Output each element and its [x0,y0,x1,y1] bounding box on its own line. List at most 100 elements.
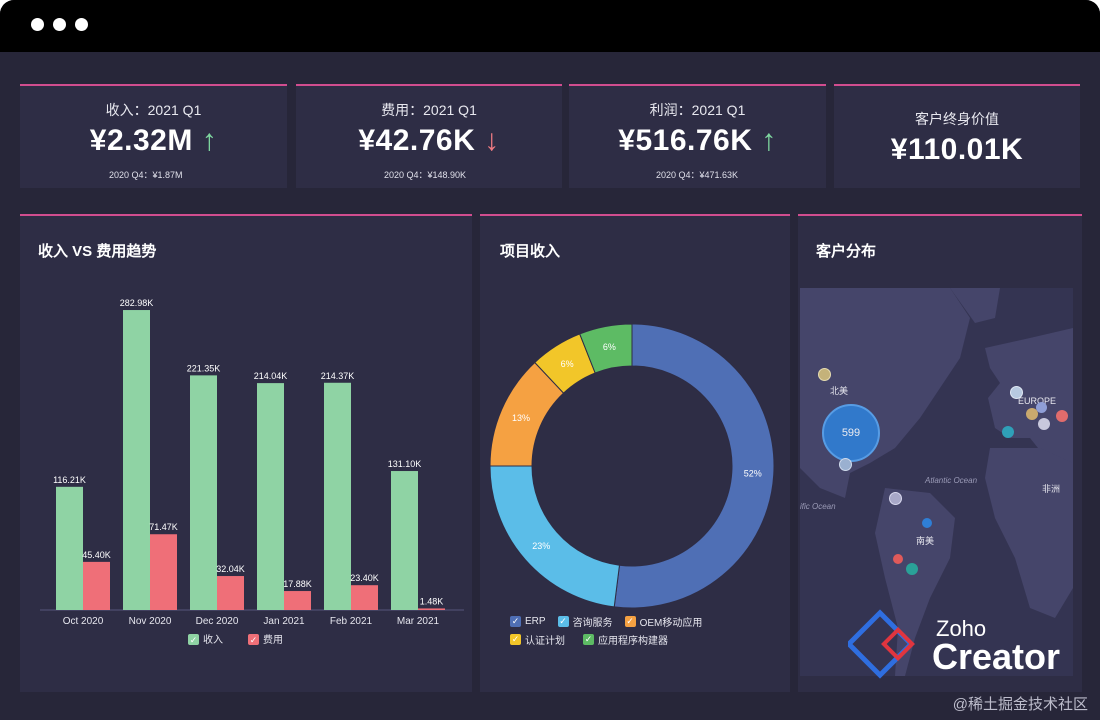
kpi-card-expense[interactable]: 费用：2021 Q1 ¥42.76K ↓ 2020 Q4：¥148.90K [296,84,562,188]
legend-item[interactable]: 认证计划 [525,636,565,647]
map-bubble[interactable] [906,563,918,575]
slice-label: 13% [512,413,530,423]
expense-bar[interactable] [418,608,445,610]
income-bar[interactable] [391,471,418,610]
panel-title: 收入 VS 费用趋势 [38,243,157,260]
kpi-value-text: ¥110.01K [890,133,1024,166]
expense-bar[interactable] [351,585,378,610]
panel-title: 项目收入 [500,243,561,260]
expense-bar[interactable] [83,561,110,610]
bubble-value: 599 [841,427,861,439]
expense-bar[interactable] [284,591,311,610]
legend-item[interactable]: 费用 [263,633,283,646]
map-bubble[interactable] [893,554,903,564]
legend-checkbox-icon[interactable]: ✓ [510,634,521,645]
bar-data-label: 1.48K [420,596,444,606]
map-label-pacific: ific Ocean [800,502,836,511]
window-control-dot[interactable] [31,18,44,31]
kpi-value: ¥516.76K ↑ [569,124,826,158]
logo-text-creator: Creator [932,636,1061,677]
map-bubble[interactable] [1002,426,1014,438]
pie-panel: 项目收入 52% 23% 13% 6% 6% ✓ ERP ✓ 咨询服务 ✓ OEM移动应… [480,214,790,692]
income-bar[interactable] [190,375,217,610]
x-tick-label: Nov 2020 [129,616,172,627]
bar-data-label: 17.88K [283,579,312,589]
donut-slice[interactable] [489,465,621,608]
kpi-previous: 2020 Q4：¥148.90K [384,170,467,180]
map-bubble[interactable] [1038,418,1050,430]
kpi-card-income[interactable]: 收入：2021 Q1 ¥2.32M ↑ 2020 Q4：¥1.87M [20,84,287,188]
legend-item[interactable]: ERP [525,616,546,627]
legend-checkbox-icon[interactable] [248,634,259,645]
arrow-up-icon: ↑ [761,124,777,157]
bar-data-label: 71.47K [149,522,178,532]
bar-data-label: 23.40K [350,573,379,583]
legend-checkbox-icon[interactable]: ✓ [557,616,569,627]
map-bubble[interactable] [889,492,902,505]
map-label-africa: 非洲 [1042,484,1061,494]
map-bubble[interactable] [1036,402,1047,413]
kpi-value-text: ¥516.76K [618,124,753,157]
map-label-europe: EUROPE [1018,396,1057,406]
x-tick-label: Mar 2021 [397,616,440,627]
window-titlebar [0,0,1100,52]
map-bubble[interactable] [1026,408,1038,420]
world-map[interactable]: 北美 EUROPE 非洲 南美 Atlantic Ocean ific Ocea… [800,288,1073,676]
legend-item[interactable]: 应用程序构建器 [598,636,668,647]
legend-item[interactable]: OEM移动应用 [639,618,703,629]
legend-checkbox-icon[interactable]: ✓ [510,616,521,627]
check-icon: ✓ [250,635,258,645]
bar-data-label: 214.37K [321,371,355,381]
kpi-value: ¥42.76K ↓ [296,124,562,158]
x-tick-label: Feb 2021 [330,616,373,627]
arrow-down-icon: ↓ [484,124,500,157]
kpi-label: 利润：2021 Q1 [649,102,746,118]
legend-checkbox-icon[interactable] [188,634,199,645]
donut-slice[interactable] [613,323,775,609]
x-tick-label: Oct 2020 [63,616,104,627]
donut-slice[interactable] [579,323,633,374]
trend-panel: 收入 VS 费用趋势 116.21K 45.40K Oct 2020 282.98K 7… [20,214,472,692]
income-bar[interactable] [123,310,150,610]
slice-label: 6% [603,342,616,352]
legend-checkbox-icon[interactable]: ✓ [624,616,636,627]
kpi-label: 费用：2021 Q1 [381,102,477,118]
map-bubble[interactable] [922,518,932,528]
kpi-label: 收入：2021 Q1 [105,102,202,118]
slice-label: 52% [744,469,762,479]
expense-bar[interactable] [217,576,244,610]
kpi-card-lifetime-value[interactable]: 客户终身价值 ¥110.01K [834,84,1080,188]
legend-item[interactable]: 咨询服务 [572,618,613,629]
kpi-value-text: ¥2.32M [89,124,193,157]
check-icon: ✓ [190,635,198,645]
kpi-card-profit[interactable]: 利润：2021 Q1 ¥516.76K ↑ 2020 Q4：¥471.63K [569,84,826,188]
bar-data-label: 32.04K [216,564,245,574]
income-bar[interactable] [257,383,284,610]
bar-data-label: 214.04K [254,371,288,381]
watermark: @稀土掘金技术社区 [952,696,1088,713]
map-bubble[interactable] [1010,386,1023,399]
map-label-atlantic: Atlantic Ocean [925,476,978,485]
x-tick-label: Jan 2021 [263,616,305,627]
arrow-up-icon: ↑ [201,124,218,157]
bar-data-label: 221.35K [187,363,221,373]
x-tick-label: Dec 2020 [196,616,239,627]
income-bar[interactable] [56,486,83,610]
bar-chart: 116.21K 45.40K Oct 2020 282.98K 71.47K Nov 20… [40,298,464,646]
legend-item[interactable]: 收入 [203,633,223,646]
window-control-dot[interactable] [53,18,66,31]
kpi-previous: 2020 Q4：¥471.63K [656,170,739,180]
income-bar[interactable] [324,382,351,610]
kpi-label: 客户终身价值 [915,111,999,127]
legend-checkbox-icon[interactable]: ✓ [583,634,594,645]
map-bubble[interactable] [1056,410,1068,422]
pie-legend-row: ✓ ERP ✓ 咨询服务 ✓ OEM移动应用 [510,614,702,629]
window-control-dot[interactable] [75,18,88,31]
map-bubble[interactable] [839,458,852,471]
map-bubble[interactable] [818,368,831,381]
pie-legend-row: ✓ 认证计划 ✓ 应用程序构建器 [510,632,668,647]
map-bubble-large[interactable]: 599 [822,404,880,462]
expense-bar[interactable] [150,534,177,610]
bar-data-label: 131.10K [388,459,422,469]
